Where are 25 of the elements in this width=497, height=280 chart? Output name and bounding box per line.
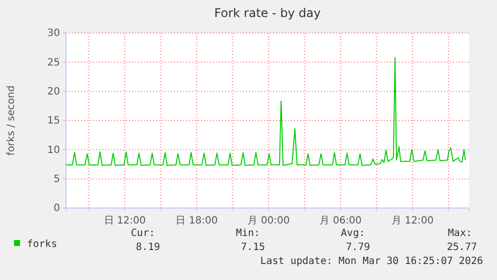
line-series bbox=[66, 57, 466, 166]
legend-label: forks bbox=[27, 239, 58, 250]
text: 7.15 bbox=[240, 242, 265, 253]
chart-title: Fork rate - by day bbox=[214, 6, 321, 20]
y-tick-label: 10 bbox=[47, 144, 60, 156]
text: Max: bbox=[448, 228, 472, 239]
text: Avg: bbox=[340, 228, 365, 239]
y-axis-title: forks / second bbox=[6, 85, 17, 156]
text: Min: bbox=[236, 228, 260, 239]
y-tick-label: 25 bbox=[47, 57, 60, 68]
text: 25.77 bbox=[446, 242, 477, 253]
x-tick-label: 日 12:00 bbox=[104, 216, 146, 226]
x-tick-label: 月 00:00 bbox=[248, 216, 290, 226]
x-tick-label: 日 18:00 bbox=[176, 216, 218, 226]
y-tick-label: 20 bbox=[47, 86, 60, 98]
text: 7.79 bbox=[346, 242, 370, 253]
text: 8.19 bbox=[136, 242, 160, 253]
text: Cur: bbox=[130, 228, 155, 239]
y-tick-label: 15 bbox=[47, 116, 60, 127]
x-tick-label: 月 06:00 bbox=[320, 216, 362, 226]
text: Last update: Mon Mar 30 16:25:07 2026 bbox=[260, 256, 483, 267]
y-tick-label: 30 bbox=[47, 28, 60, 40]
y-tick-label: 0 bbox=[54, 203, 60, 214]
y-tick-label: 5 bbox=[54, 174, 60, 186]
x-tick-label: 月 12:00 bbox=[392, 216, 434, 226]
